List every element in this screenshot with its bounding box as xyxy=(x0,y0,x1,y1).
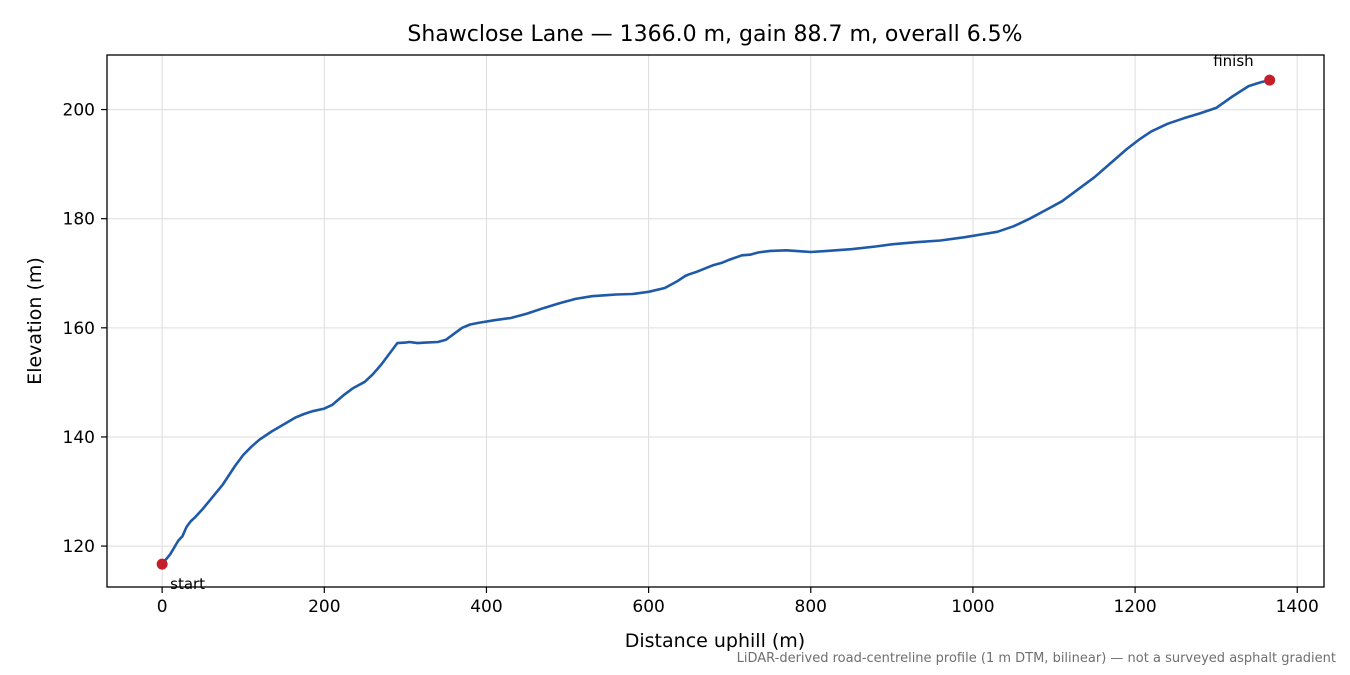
x-tick-label: 400 xyxy=(470,597,502,617)
y-tick-label: 200 xyxy=(63,101,95,121)
chart-footnote: LiDAR-derived road-centreline profile (1… xyxy=(736,651,1336,666)
y-tick-label: 180 xyxy=(63,210,95,230)
x-tick-label: 600 xyxy=(632,597,664,617)
finish-marker xyxy=(1264,74,1276,86)
y-axis-label: Elevation (m) xyxy=(24,257,46,385)
y-tick-label: 140 xyxy=(63,428,95,448)
y-tick-label: 120 xyxy=(63,537,95,557)
finish-label: finish xyxy=(1213,52,1253,70)
x-tick-label: 1400 xyxy=(1276,597,1319,617)
x-tick-label: 0 xyxy=(157,597,168,617)
start-label: start xyxy=(170,575,205,593)
grid xyxy=(107,55,1324,587)
plot-frame xyxy=(106,54,1325,588)
x-tick-label: 1000 xyxy=(951,597,994,617)
endpoint-markers: start finish xyxy=(156,52,1276,593)
elevation-line xyxy=(161,78,1271,565)
axis-ticks: 0 200 400 600 800 1000 1200 1400 120 140 160 180 200 xyxy=(63,101,1319,617)
start-marker xyxy=(156,558,168,570)
y-tick-label: 160 xyxy=(63,319,95,339)
x-tick-label: 200 xyxy=(308,597,340,617)
x-tick-label: 800 xyxy=(795,597,827,617)
x-tick-label: 1200 xyxy=(1113,597,1156,617)
chart-title: Shawclose Lane — 1366.0 m, gain 88.7 m, … xyxy=(407,22,1022,47)
x-axis-label: Distance uphill (m) xyxy=(625,630,805,652)
